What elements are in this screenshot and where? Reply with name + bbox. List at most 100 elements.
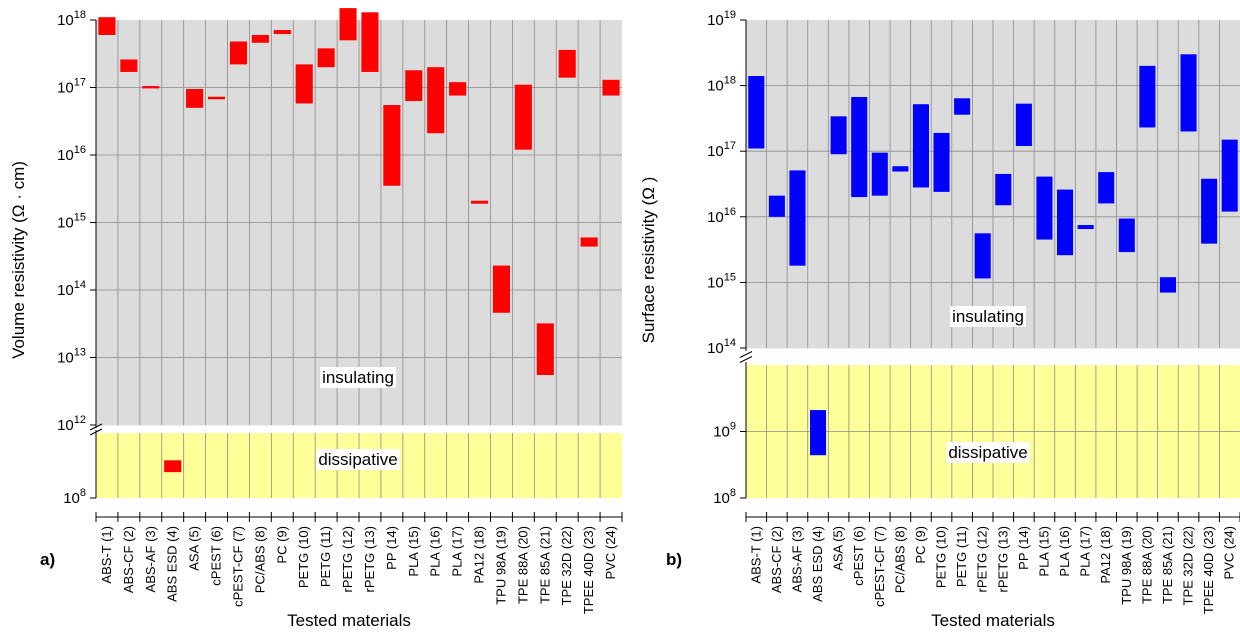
range-bar xyxy=(229,41,248,65)
category-label: PC/ABS (8) xyxy=(252,526,267,593)
panel-b: 108 109 1014 1015 1016 1017 1018 1019 ABS-T (1) A… xyxy=(639,9,1240,630)
category-label: cPEST-CF (7) xyxy=(230,526,245,607)
category-label: TPE 32D (22) xyxy=(559,526,574,605)
range-bar xyxy=(851,97,868,198)
range-bar xyxy=(954,98,971,115)
category-label: PP (14) xyxy=(1016,526,1031,570)
y-tick-label: 1019 xyxy=(707,9,736,29)
range-bar xyxy=(580,237,598,247)
category-label: TPE 85A (21) xyxy=(1160,526,1175,604)
y-tick-label: 108 xyxy=(713,487,736,507)
category-label: PLA (16) xyxy=(428,526,443,577)
category-label: PVC (24) xyxy=(1222,526,1237,579)
category-label: rPETG (13) xyxy=(995,526,1010,592)
dissipative-label: dissipative xyxy=(318,450,397,469)
category-label: TPEE 40D (23) xyxy=(1201,526,1216,614)
category-label: cPEST (6) xyxy=(851,526,866,586)
category-label: cPEST-CF (7) xyxy=(872,526,887,607)
category-label: PP (14) xyxy=(384,526,399,570)
panel-a: 108 1012 1013 1014 1015 1016 1017 1018 ABS-T (1)… xyxy=(9,8,623,630)
category-label: PLA (15) xyxy=(406,526,421,577)
y-tick-label: 1017 xyxy=(57,77,86,97)
category-label: cPEST (6) xyxy=(209,526,224,586)
range-bar xyxy=(1118,218,1135,253)
category-label: TPEE 40D (23) xyxy=(581,526,596,614)
category-label: ABS-T (1) xyxy=(99,526,114,584)
category-label: TPE 88A (20) xyxy=(515,526,530,604)
range-bar xyxy=(1057,189,1074,256)
range-bar xyxy=(339,8,357,41)
y-tick-label: 1015 xyxy=(57,212,86,232)
insulating-label-bg xyxy=(320,367,396,388)
x-axis-title: Tested materials xyxy=(931,611,1055,630)
range-bar xyxy=(164,460,182,473)
y-tick-label: 1013 xyxy=(57,347,86,367)
range-bar xyxy=(1221,139,1238,212)
range-bar xyxy=(558,49,576,78)
category-label: ASA (5) xyxy=(831,526,846,571)
y-tick-label: 1018 xyxy=(57,9,86,29)
y-tick-label: 1018 xyxy=(707,75,736,95)
range-bar xyxy=(273,30,291,35)
category-label: PVC (24) xyxy=(603,526,618,579)
category-label: TPU 98A (19) xyxy=(1119,526,1134,605)
y-tick-label: 1017 xyxy=(707,140,736,160)
y-tick-label: 108 xyxy=(63,487,86,507)
panel-label: a) xyxy=(40,550,55,569)
category-label: PA12 (18) xyxy=(472,526,487,584)
y-tick-label: 1015 xyxy=(707,271,736,291)
y-tick-label: 1016 xyxy=(707,206,736,226)
range-bar xyxy=(470,200,489,204)
y-axis-title: Surface resistivity (Ω ) xyxy=(639,177,658,344)
range-bar xyxy=(361,12,379,72)
y-axis-title: Volume resistivity (Ω · cm) xyxy=(9,161,28,359)
category-label: PC/ABS (8) xyxy=(892,526,907,593)
range-bar xyxy=(1139,65,1156,128)
category-label: TPU 98A (19) xyxy=(493,526,508,605)
range-bar xyxy=(207,96,226,100)
category-label: ABS ESD (4) xyxy=(810,526,825,602)
axis-break-mark xyxy=(739,351,753,358)
range-bar xyxy=(383,105,401,186)
dissipative-label-bg xyxy=(946,442,1030,463)
range-bar xyxy=(892,166,909,172)
dissipative-label-bg xyxy=(316,449,400,470)
range-bar xyxy=(427,67,445,134)
range-bar xyxy=(1036,176,1053,240)
y-tick-label: 1014 xyxy=(57,279,86,299)
category-label: PETG (11) xyxy=(318,526,333,587)
category-label: rPETG (12) xyxy=(975,526,990,592)
category-label: PLA (16) xyxy=(1057,526,1072,577)
range-bar xyxy=(912,104,929,188)
range-bar xyxy=(492,265,511,313)
category-label: PLA (17) xyxy=(450,526,465,577)
category-label: ABS-AF (3) xyxy=(143,526,158,592)
range-bar xyxy=(1015,103,1032,147)
axis-break-mark xyxy=(89,428,103,436)
category-label: TPE 88A (20) xyxy=(1139,526,1154,604)
range-bar xyxy=(810,410,827,456)
range-bar xyxy=(449,82,467,96)
range-bar xyxy=(317,48,335,68)
category-label: ABS-AF (3) xyxy=(789,526,804,592)
y-tick-label: 1016 xyxy=(57,144,86,164)
axis-break-mark xyxy=(89,423,103,431)
category-label: ABS ESD (4) xyxy=(165,526,180,602)
range-bar xyxy=(789,170,806,266)
range-bar xyxy=(1077,224,1094,230)
category-label: ABS-CF (2) xyxy=(121,526,136,593)
range-bar xyxy=(536,323,554,376)
category-label: rPETG (12) xyxy=(340,526,355,592)
range-bar xyxy=(871,152,888,196)
range-bar xyxy=(748,76,765,149)
range-bar xyxy=(830,116,847,155)
range-bar xyxy=(186,89,204,108)
category-label: PETG (10) xyxy=(934,526,949,588)
category-label: TPE 32D (22) xyxy=(1181,526,1196,605)
range-bar xyxy=(602,79,620,96)
category-label: PETG (11) xyxy=(954,526,969,587)
category-label: ABS-T (1) xyxy=(748,526,763,584)
range-bar xyxy=(768,195,785,217)
range-bar xyxy=(120,59,138,72)
